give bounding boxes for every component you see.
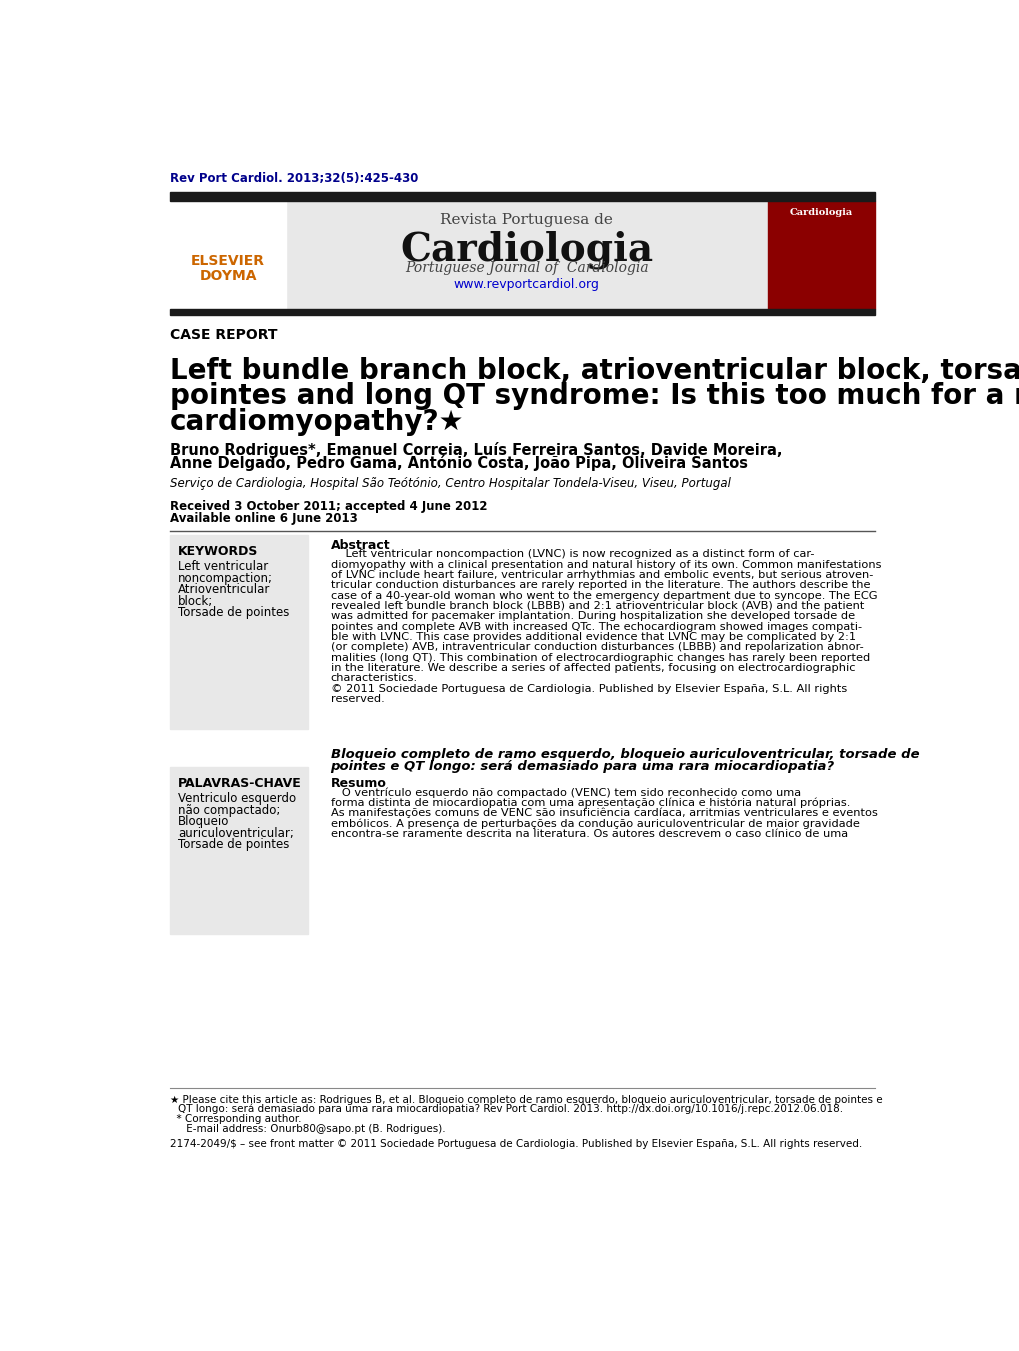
- Text: Left bundle branch block, atrioventricular block, torsade de: Left bundle branch block, atrioventricul…: [170, 357, 1019, 385]
- Bar: [286, 201, 766, 309]
- Text: Abstract: Abstract: [330, 539, 390, 551]
- Text: was admitted for pacemaker implantation. During hospitalization she developed to: was admitted for pacemaker implantation.…: [330, 612, 854, 621]
- Text: pointes and complete AVB with increased QTc. The echocardiogram showed images co: pointes and complete AVB with increased …: [330, 621, 861, 632]
- Text: Portuguese Journal of  Cardiologia: Portuguese Journal of Cardiologia: [405, 262, 648, 276]
- Text: Ventriculo esquerdo: Ventriculo esquerdo: [177, 792, 296, 805]
- Text: CASE REPORT: CASE REPORT: [170, 328, 277, 342]
- Text: * Corresponding author.: * Corresponding author.: [170, 1113, 302, 1124]
- Bar: [767, 201, 873, 309]
- Text: noncompaction;: noncompaction;: [177, 571, 273, 585]
- Text: malities (long QT). This combination of electrocardiographic changes has rarely : malities (long QT). This combination of …: [330, 653, 869, 662]
- Text: © 2011 Sociedade Portuguesa de Cardiologia. Published by Elsevier España, S.L. A: © 2011 Sociedade Portuguesa de Cardiolog…: [330, 684, 846, 693]
- Text: embólicos. A presença de perturbações da condução auriculoventricular de maior g: embólicos. A presença de perturbações da…: [330, 819, 859, 828]
- Text: of LVNC include heart failure, ventricular arrhythmias and embolic events, but s: of LVNC include heart failure, ventricul…: [330, 570, 872, 580]
- Text: Serviço de Cardiologia, Hospital São Teótónio, Centro Hospitalar Tondela-Viseu, : Serviço de Cardiologia, Hospital São Teó…: [170, 477, 731, 490]
- Text: www.revportcardiol.org: www.revportcardiol.org: [453, 278, 599, 292]
- Text: diomyopathy with a clinical presentation and natural history of its own. Common : diomyopathy with a clinical presentation…: [330, 559, 880, 570]
- Text: reserved.: reserved.: [330, 694, 384, 704]
- Text: Rev Port Cardiol. 2013;32(5):425-430: Rev Port Cardiol. 2013;32(5):425-430: [170, 172, 418, 185]
- Text: Bruno Rodrigues*, Emanuel Correia, Luís Ferreira Santos, Davide Moreira,: Bruno Rodrigues*, Emanuel Correia, Luís …: [170, 442, 782, 458]
- Text: ble with LVNC. This case provides additional evidence that LVNC may be complicat: ble with LVNC. This case provides additi…: [330, 632, 855, 642]
- Text: Resumo: Resumo: [330, 777, 386, 789]
- Text: Torsade de pointes: Torsade de pointes: [177, 838, 289, 851]
- Bar: [170, 192, 874, 201]
- Bar: [170, 201, 286, 309]
- Text: Torsade de pointes: Torsade de pointes: [177, 607, 289, 619]
- Text: Left ventricular: Left ventricular: [177, 561, 268, 573]
- Text: auriculoventricular;: auriculoventricular;: [177, 827, 293, 839]
- Text: Bloqueio: Bloqueio: [177, 815, 229, 828]
- Text: não compactado;: não compactado;: [177, 804, 280, 816]
- Text: block;: block;: [177, 594, 213, 608]
- Bar: [170, 766, 308, 935]
- Text: Bloqueio completo de ramo esquerdo, bloqueio auriculoventricular, torsade de: Bloqueio completo de ramo esquerdo, bloq…: [330, 748, 918, 761]
- Text: E-mail address: Onurb80@sapo.pt (B. Rodrigues).: E-mail address: Onurb80@sapo.pt (B. Rodr…: [170, 1124, 445, 1133]
- Text: QT longo: será demasiado para uma rara miocardiopatia? Rev Port Cardiol. 2013. h: QT longo: será demasiado para uma rara m…: [177, 1104, 842, 1115]
- Text: Cardiologia: Cardiologia: [399, 231, 652, 269]
- Text: Received 3 October 2011; accepted 4 June 2012: Received 3 October 2011; accepted 4 June…: [170, 500, 487, 513]
- Text: Revista Portuguesa de: Revista Portuguesa de: [440, 213, 612, 227]
- Bar: [170, 535, 308, 728]
- Text: Anne Delgado, Pedro Gama, António Costa, João Pipa, Oliveira Santos: Anne Delgado, Pedro Gama, António Costa,…: [170, 455, 747, 471]
- Text: cardiomyopathy?★: cardiomyopathy?★: [170, 408, 465, 436]
- Text: pointes e QT longo: será demasiado para uma rara miocardiopatia?: pointes e QT longo: será demasiado para …: [330, 759, 834, 773]
- Text: PALAVRAS-CHAVE: PALAVRAS-CHAVE: [177, 777, 302, 789]
- Text: tricular conduction disturbances are rarely reported in the literature. The auth: tricular conduction disturbances are rar…: [330, 581, 869, 590]
- Text: DOYMA: DOYMA: [200, 269, 257, 284]
- Text: KEYWORDS: KEYWORDS: [177, 544, 258, 558]
- Text: Available online 6 June 2013: Available online 6 June 2013: [170, 512, 358, 524]
- Text: ELSEVIER: ELSEVIER: [192, 254, 265, 267]
- Text: pointes and long QT syndrome: Is this too much for a rare: pointes and long QT syndrome: Is this to…: [170, 382, 1019, 411]
- Text: Atrioventricular: Atrioventricular: [177, 584, 270, 596]
- Bar: [170, 309, 874, 315]
- Text: characteristics.: characteristics.: [330, 673, 417, 684]
- Text: O ventrículo esquerdo não compactado (VENC) tem sido reconhecido como uma: O ventrículo esquerdo não compactado (VE…: [330, 788, 800, 798]
- Text: encontra-se raramente descrita na literatura. Os autores descrevem o caso clínic: encontra-se raramente descrita na litera…: [330, 828, 847, 839]
- Text: revealed left bundle branch block (LBBB) and 2:1 atrioventricular block (AVB) an: revealed left bundle branch block (LBBB)…: [330, 601, 863, 611]
- Text: Cardiologia: Cardiologia: [789, 208, 852, 216]
- Text: 2174-2049/$ – see front matter © 2011 Sociedade Portuguesa de Cardiologia. Publi: 2174-2049/$ – see front matter © 2011 So…: [170, 1139, 861, 1150]
- Text: ★ Please cite this article as: Rodrigues B, et al. Bloqueio completo de ramo esq: ★ Please cite this article as: Rodrigues…: [170, 1094, 881, 1105]
- Text: As manifestações comuns de VENC são insuficiência cardíaca, arritmias ventricula: As manifestações comuns de VENC são insu…: [330, 808, 876, 819]
- Text: (or complete) AVB, intraventricular conduction disturbances (LBBB) and repolariz: (or complete) AVB, intraventricular cond…: [330, 642, 862, 653]
- Text: Left ventricular noncompaction (LVNC) is now recognized as a distinct form of ca: Left ventricular noncompaction (LVNC) is…: [330, 550, 813, 559]
- Text: case of a 40-year-old woman who went to the emergency department due to syncope.: case of a 40-year-old woman who went to …: [330, 590, 876, 601]
- Text: in the literature. We describe a series of affected patients, focusing on electr: in the literature. We describe a series …: [330, 663, 854, 673]
- Text: forma distinta de miocardiopatia com uma apresentação clínica e história natural: forma distinta de miocardiopatia com uma…: [330, 797, 849, 808]
